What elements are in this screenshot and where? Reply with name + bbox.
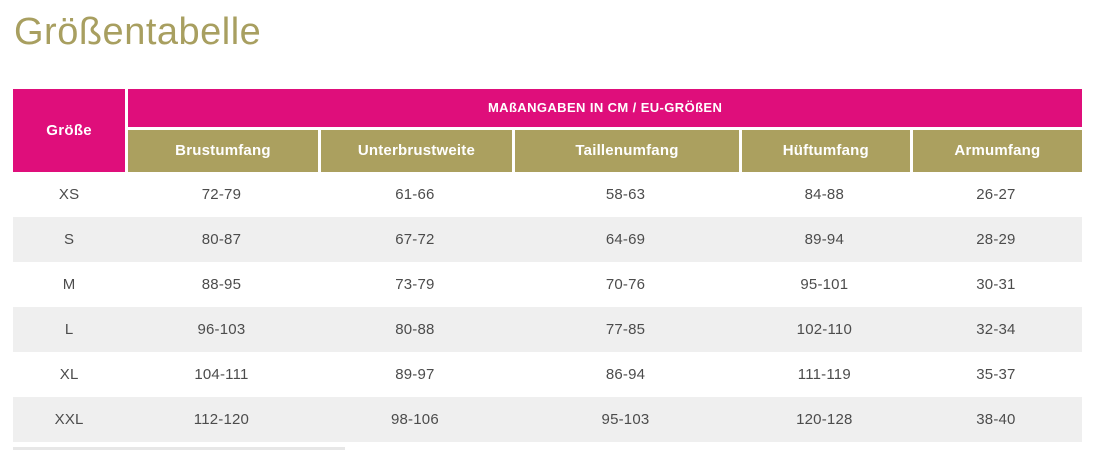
measurement-cell: 67-72 <box>395 230 435 248</box>
measurement-cell: 88-95 <box>201 275 242 293</box>
measurements-group-header: MAßANGABEN IN CM / EU-GRÖßEN <box>125 88 1082 130</box>
header-row-group: Größe MAßANGABEN IN CM / EU-GRÖßEN <box>13 88 1082 172</box>
measurement-cell: 86-94 <box>605 365 646 383</box>
size-cell: L <box>64 320 74 338</box>
measurement-cell: 89-97 <box>395 365 435 383</box>
size-cell: XXL <box>54 410 84 428</box>
measurement-cell: 111-119 <box>797 365 851 383</box>
measurement-cell: 96-103 <box>197 320 246 338</box>
measurement-cell: 84-88 <box>804 185 845 203</box>
measurement-cell: 38-40 <box>976 410 1016 428</box>
measurement-cell: 61-66 <box>395 185 435 203</box>
size-column-header: Größe <box>13 88 126 172</box>
column-header-arm: Armumfang <box>909 129 1082 172</box>
measurement-cell: 112-120 <box>193 410 250 428</box>
size-table: Größe MAßANGABEN IN CM / EU-GRÖßEN Brust… <box>13 88 1082 442</box>
measurement-cell: 95-101 <box>800 275 849 293</box>
table-row: XXL 112-120 98-106 95-103 120-128 38-40 <box>13 396 1082 442</box>
measurement-cell: 28-29 <box>976 230 1016 248</box>
column-header-bust: Brustumfang <box>125 129 318 172</box>
measurement-cell: 26-27 <box>976 185 1016 203</box>
measurement-cell: 102-110 <box>796 320 852 338</box>
size-cell: S <box>64 230 75 248</box>
size-cell: XS <box>58 185 80 203</box>
size-cell: XL <box>59 365 79 383</box>
measurement-cell: 80-87 <box>201 230 242 248</box>
measurement-cell: 120-128 <box>796 410 853 428</box>
table-row: XL 104-111 89-97 86-94 111-119 35-37 <box>13 352 1082 397</box>
page-title: Größentabelle <box>14 11 262 53</box>
table-row: XS 72-79 61-66 58-63 84-88 26-27 <box>13 172 1082 217</box>
size-cell: M <box>62 275 76 293</box>
measurement-cell: 70-76 <box>605 275 646 293</box>
measurement-cell: 104-111 <box>194 365 249 383</box>
measurement-cell: 64-69 <box>605 230 646 248</box>
measurement-cell: 32-34 <box>976 320 1016 338</box>
measurement-cell: 89-94 <box>804 230 845 248</box>
column-header-waist: Taillenumfang <box>512 129 739 172</box>
measurement-cell: 58-63 <box>605 185 646 203</box>
measurement-cell: 77-85 <box>605 320 646 338</box>
measurement-cell: 72-79 <box>201 185 242 203</box>
column-header-underbust: Unterbrustweite <box>317 129 513 172</box>
table-body: XS 72-79 61-66 58-63 84-88 26-27 S 80-87 67-7… <box>13 172 1082 442</box>
measurement-cell: 35-37 <box>976 365 1016 383</box>
measurement-cell: 95-103 <box>601 410 650 428</box>
size-table-header: Größe MAßANGABEN IN CM / EU-GRÖßEN Brust… <box>13 88 1082 172</box>
table-row: M 88-95 73-79 70-76 95-101 30-31 <box>13 262 1082 307</box>
column-header-hip: Hüftumfang <box>738 129 910 172</box>
measurement-cell: 80-88 <box>395 320 435 338</box>
measurement-cell: 98-106 <box>390 410 439 428</box>
measurement-cell: 73-79 <box>395 275 435 293</box>
table-row: S 80-87 67-72 64-69 89-94 28-29 <box>13 216 1082 262</box>
header-row-columns: Brustumfang Unterbrustweite Taillenumfan… <box>13 129 1082 172</box>
measurement-cell: 30-31 <box>976 275 1016 293</box>
table-row: L 96-103 80-88 77-85 102-110 32-34 <box>13 306 1082 352</box>
